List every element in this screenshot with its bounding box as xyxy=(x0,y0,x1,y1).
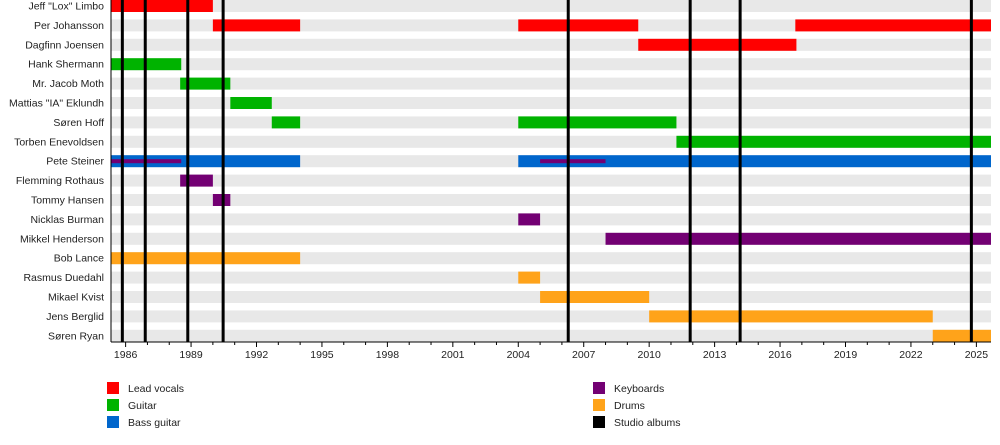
member-label: Tommy Hansen xyxy=(31,195,104,207)
member-label: Per Johansson xyxy=(34,20,104,32)
row-bands xyxy=(111,0,991,342)
tick-label: 1998 xyxy=(376,349,400,361)
member-labels: Jeff "Lox" Limbo Per Johansson Dagfinn Joe… xyxy=(9,1,104,343)
album-line xyxy=(969,0,973,342)
tick-label: 1992 xyxy=(245,349,269,361)
album-line xyxy=(566,0,570,342)
member-bar xyxy=(605,232,991,245)
legend-swatch xyxy=(593,399,605,411)
member-label: Pete Steiner xyxy=(46,156,104,168)
tick-label: 2019 xyxy=(834,349,858,361)
member-label: Mr. Jacob Moth xyxy=(32,78,104,90)
album-line xyxy=(688,0,692,342)
row-band xyxy=(111,77,991,90)
tick-label: 2010 xyxy=(637,349,661,361)
member-bar xyxy=(180,174,213,187)
legend-swatch xyxy=(593,416,605,428)
member-secondary-bar xyxy=(540,159,606,164)
row-band xyxy=(111,58,991,71)
member-label: Jeff "Lox" Limbo xyxy=(28,1,104,13)
album-lines xyxy=(120,0,973,342)
row-band xyxy=(111,213,991,226)
legend-label: Bass guitar xyxy=(128,417,181,429)
album-line xyxy=(738,0,742,342)
tick-label: 2004 xyxy=(507,349,531,361)
tick-label: 2013 xyxy=(703,349,727,361)
album-line xyxy=(221,0,225,342)
member-label: Bob Lance xyxy=(54,253,104,265)
row-band xyxy=(111,97,991,109)
member-label: Mikael Kvist xyxy=(48,292,104,304)
row-band xyxy=(111,252,991,265)
member-label: Rasmus Duedahl xyxy=(23,272,104,284)
album-line xyxy=(120,0,124,342)
tick-label: 2007 xyxy=(572,349,596,361)
x-axis: 1986 1989 1992 1995 1998 2001 2004 2007 2010 2013… xyxy=(110,0,991,361)
member-bar xyxy=(649,310,933,323)
member-label: Hank Shermann xyxy=(28,59,104,71)
legend-swatch xyxy=(593,382,605,394)
member-bar xyxy=(795,19,991,32)
legend-swatch xyxy=(107,399,119,411)
row-band xyxy=(111,174,991,187)
legend-label: Keyboards xyxy=(614,383,664,395)
legend-label: Guitar xyxy=(128,400,157,412)
member-label: Søren Ryan xyxy=(48,330,104,342)
tick-label: 1986 xyxy=(114,349,138,361)
legend-swatch xyxy=(107,382,119,394)
member-bar xyxy=(180,77,231,90)
member-bar xyxy=(676,135,991,148)
member-label: Mattias "IA" Eklundh xyxy=(9,98,104,110)
tick-label: 2016 xyxy=(768,349,792,361)
tick-label: 2022 xyxy=(899,349,923,361)
album-line xyxy=(143,0,147,342)
member-bar xyxy=(518,213,541,226)
member-bar xyxy=(111,252,301,265)
member-bar xyxy=(212,19,301,32)
member-bar xyxy=(230,97,272,109)
member-bar xyxy=(518,116,677,129)
member-bar xyxy=(212,194,231,206)
member-bar xyxy=(518,155,991,168)
tick-label: 2025 xyxy=(965,349,989,361)
member-label: Jens Berglid xyxy=(46,311,104,323)
legend-label: Lead vocals xyxy=(128,383,184,395)
member-bars xyxy=(111,0,991,342)
tick-label: 1995 xyxy=(310,349,334,361)
member-bar xyxy=(932,329,991,342)
member-bar xyxy=(271,116,301,129)
album-line xyxy=(186,0,190,342)
member-bar xyxy=(111,155,301,168)
row-band xyxy=(111,194,991,206)
member-bar xyxy=(540,291,650,303)
member-label: Dagfinn Joensen xyxy=(25,39,104,51)
member-label: Mikkel Henderson xyxy=(20,233,104,245)
member-bar xyxy=(518,19,639,32)
legend-label: Drums xyxy=(614,400,645,412)
member-bar xyxy=(518,271,541,284)
tick-label: 1989 xyxy=(179,349,203,361)
member-label: Flemming Rothaus xyxy=(16,175,104,187)
row-band xyxy=(111,38,991,51)
row-band xyxy=(111,271,991,284)
tick-label: 2001 xyxy=(441,349,465,361)
member-label: Torben Enevoldsen xyxy=(14,136,104,148)
member-label: Søren Hoff xyxy=(53,117,104,129)
legend-label: Studio albums xyxy=(614,417,681,429)
member-bar xyxy=(111,0,213,12)
row-band xyxy=(111,0,991,12)
member-bar xyxy=(638,38,797,51)
legend: Lead vocals Guitar Bass guitar Keyboards Dru… xyxy=(107,382,681,429)
member-label: Nicklas Burman xyxy=(30,214,104,226)
row-band xyxy=(111,329,991,342)
legend-swatch xyxy=(107,416,119,428)
